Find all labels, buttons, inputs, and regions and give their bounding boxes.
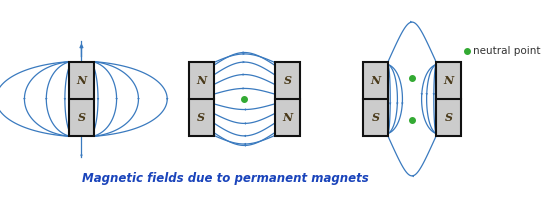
Text: S: S	[197, 112, 205, 123]
Bar	[189, 62, 213, 136]
Text: N: N	[76, 75, 86, 86]
Text: S: S	[283, 75, 292, 86]
Text: neutral point: neutral point	[474, 46, 541, 56]
Text: N: N	[443, 75, 454, 86]
Bar	[436, 62, 461, 136]
Text: N: N	[371, 75, 381, 86]
Bar	[363, 62, 388, 136]
Text: S: S	[444, 112, 453, 123]
Bar	[275, 62, 300, 136]
Text: N: N	[196, 75, 206, 86]
Text: S: S	[78, 112, 85, 123]
Text: N: N	[282, 112, 293, 123]
Text: S: S	[372, 112, 379, 123]
Text: Magnetic fields due to permanent magnets: Magnetic fields due to permanent magnets	[82, 172, 368, 185]
Bar	[69, 62, 94, 136]
